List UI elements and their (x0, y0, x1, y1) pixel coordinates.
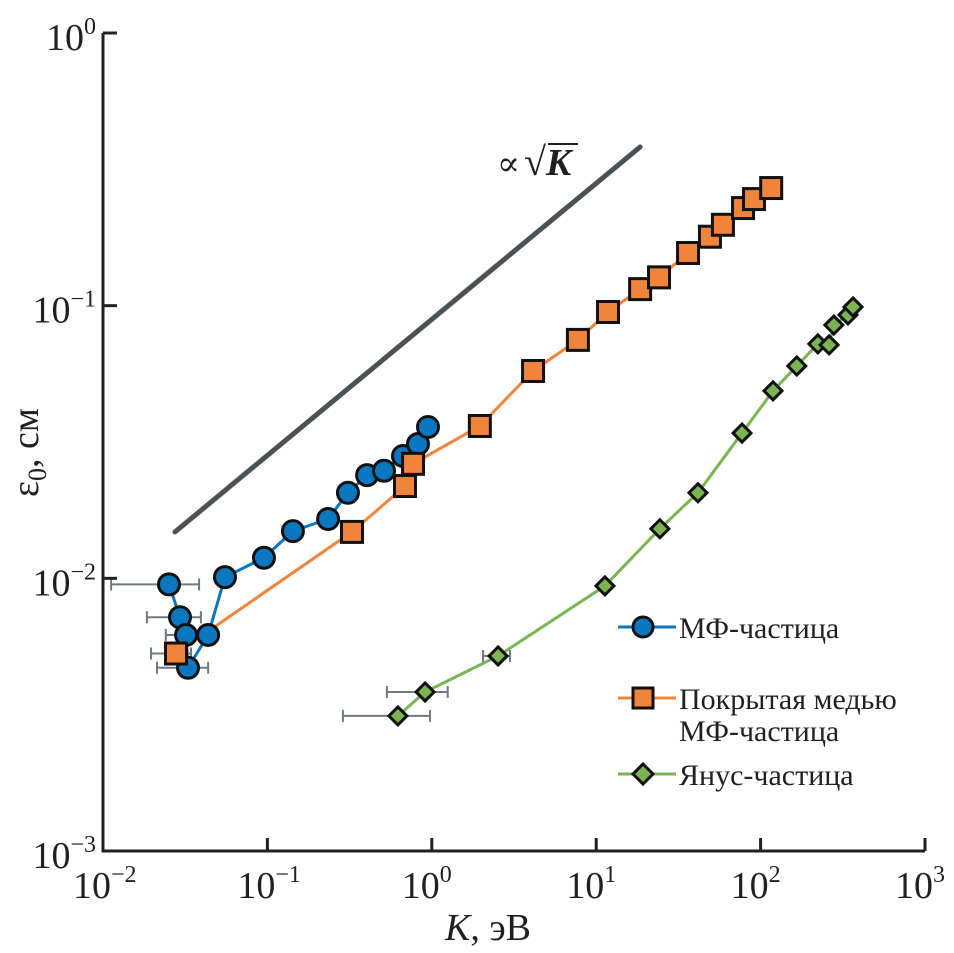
data-point-janus (486, 644, 510, 668)
data-point-copper-coated (392, 474, 417, 499)
data-point-copper-coated (710, 212, 735, 237)
x-ticks: 10−2 10−1 100 101 102 103 (73, 838, 945, 907)
data-point-janus (686, 481, 710, 504)
data-point-janus (593, 574, 617, 598)
legend-label-janus: Янус-частица (679, 759, 854, 792)
data-point-janus (841, 295, 865, 319)
x-tick-label: 102 (731, 862, 781, 907)
data-point-copper-coated (401, 451, 426, 476)
y-tick-label: 10−1 (32, 287, 96, 332)
data-point-mf-particle (335, 480, 360, 505)
data-point-copper-coated (676, 241, 701, 266)
data-point-copper-coated (164, 641, 189, 666)
x-tick-label: 101 (566, 862, 616, 907)
legend-item-mf-particle: МФ-частица (618, 612, 839, 645)
x-tick-label: 10−2 (73, 862, 137, 907)
data-point-janus (761, 379, 785, 402)
data-point-janus (648, 517, 672, 540)
reference-line-layer (172, 144, 643, 535)
data-point-janus (822, 313, 845, 337)
y-tick-label: 10−3 (32, 832, 96, 877)
data-point-mf-particle (280, 519, 305, 544)
x-tick-label: 103 (895, 862, 945, 907)
x-tick-label: 10−1 (237, 862, 301, 907)
data-point-copper-coated (467, 413, 492, 438)
data-point-mf-particle (212, 565, 237, 590)
reference-sqrt-line (172, 144, 643, 535)
data-point-mf-particle (316, 507, 341, 532)
legend-label-copper-coated-line2: МФ-частица (679, 715, 839, 748)
legend-square-marker (631, 686, 655, 710)
x-axis-title: K, эВ (444, 907, 531, 949)
data-point-copper-coated (521, 358, 546, 383)
legend-item-copper-coated: Покрытая медью МФ-частица (618, 683, 897, 748)
data-point-mf-particle (372, 458, 397, 483)
data-point-janus (730, 421, 754, 445)
data-point-mf-particle (251, 545, 276, 570)
series-line-janus (396, 306, 855, 718)
data-point-copper-coated (647, 265, 672, 290)
x-tick-label: 100 (402, 862, 452, 907)
legend-item-janus: Янус-частица (618, 759, 854, 792)
errorbar-janus (341, 709, 431, 722)
data-point-copper-coated (759, 176, 784, 201)
y-tick-label: 10−2 (32, 559, 96, 604)
data-point-mf-particle (156, 572, 181, 597)
data-point-janus (413, 680, 437, 704)
y-tick-label: 100 (46, 14, 96, 59)
errorbar-mf-particle (110, 578, 201, 591)
data-point-mf-particle (415, 414, 440, 439)
data-point-copper-coated (339, 519, 364, 544)
axes (101, 33, 925, 853)
reference-line-label: ∝ √K (497, 139, 574, 184)
legend-diamond-marker (630, 761, 656, 787)
data-point-janus (817, 333, 841, 357)
data-point-mf-particle (196, 622, 221, 647)
legend-circle-marker (631, 615, 655, 639)
legend-label-copper-coated-line1: Покрытая медью (679, 683, 897, 716)
legend: МФ-частица Покрытая медью МФ-частица Яну… (618, 612, 897, 792)
data-point-copper-coated (565, 327, 590, 352)
y-axis-title: ε0, см (5, 408, 52, 497)
data-point-copper-coated (596, 299, 621, 324)
y-ticks: 10−3 10−2 10−1 100 (32, 14, 117, 877)
data-point-janus (785, 354, 808, 378)
markers-layer (156, 176, 865, 728)
data-point-janus (386, 704, 410, 728)
legend-label-mf-particle: МФ-частица (679, 612, 839, 645)
